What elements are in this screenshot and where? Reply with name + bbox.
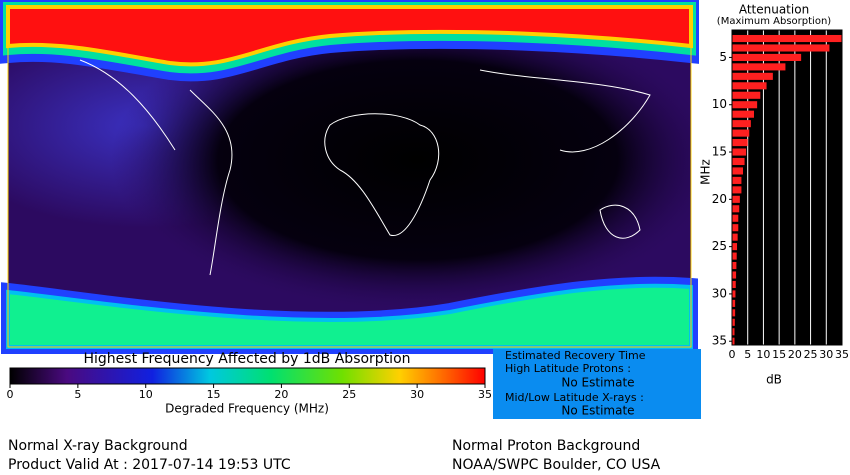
x-tick-label: 0 (729, 348, 736, 361)
bar (732, 82, 767, 90)
x-tick-label: 25 (804, 348, 818, 361)
bar (732, 53, 802, 61)
colorbar-tick-label: 5 (74, 388, 81, 401)
chart-subtitle: (Maximum Absorption) (717, 16, 831, 27)
y-axis-label: MHz (699, 159, 713, 185)
bar (732, 157, 745, 166)
colorbar-tick-label: 15 (207, 388, 221, 401)
bar (732, 337, 735, 345)
colorbar-tick-label: 30 (410, 388, 424, 401)
bar (732, 224, 739, 232)
colorbar-label: Degraded Frequency (MHz) (165, 402, 329, 416)
bar (732, 167, 743, 175)
y-tick-label: 25 (712, 239, 727, 253)
bar (732, 129, 750, 137)
bar (732, 63, 786, 71)
chart-title: Attenuation (739, 3, 809, 17)
y-tick-label: 5 (719, 50, 727, 64)
x-tick-label: 15 (772, 348, 786, 361)
colorbar-tick-label: 20 (274, 388, 288, 401)
footer-text: Product Valid At : 2017-07-14 19:53 UTC (8, 457, 291, 473)
bar (732, 309, 736, 317)
bar (732, 290, 736, 298)
bar (732, 176, 742, 184)
y-tick-label: 30 (712, 286, 727, 300)
footer-text: NOAA/SWPC Boulder, CO USA (452, 457, 661, 473)
bar (732, 280, 736, 289)
bar (732, 205, 740, 213)
bar (732, 44, 830, 52)
bar (732, 110, 754, 118)
info-value: No Estimate (561, 376, 634, 390)
colorbar-title: Highest Frequency Affected by 1dB Absorp… (83, 351, 410, 367)
bar (732, 243, 738, 251)
info-box-bg (493, 349, 701, 419)
bar (732, 233, 738, 241)
bar (732, 299, 736, 307)
colorbar-tick-label: 35 (478, 388, 492, 401)
bar (732, 91, 761, 99)
y-tick-label: 10 (712, 97, 727, 111)
x-tick-label: 5 (744, 348, 751, 361)
colorbar-tick-label: 10 (139, 388, 153, 401)
footer: Normal X-ray Background Product Valid At… (8, 438, 661, 473)
x-tick-label: 20 (788, 348, 802, 361)
bar (732, 72, 773, 80)
y-tick-label: 20 (712, 192, 727, 206)
info-label: Mid/Low Latitude X-rays : (505, 391, 644, 404)
bar (732, 34, 842, 43)
colorbar: Highest Frequency Affected by 1dB Absorp… (9, 351, 486, 416)
bar (732, 328, 735, 336)
bar (732, 195, 740, 203)
y-tick-label: 35 (712, 334, 727, 348)
colorbar-tick-label: 25 (342, 388, 356, 401)
map (0, 0, 699, 354)
info-label: High Latitude Protons : (505, 362, 631, 375)
info-box: Estimated Recovery Time High Latitude Pr… (493, 349, 701, 419)
footer-text: Normal X-ray Background (8, 438, 188, 454)
bar (732, 252, 737, 260)
plot-frame (731, 29, 843, 346)
attenuation-chart: Attenuation (Maximum Absorption) MHz dB (699, 3, 832, 387)
bar (732, 101, 758, 109)
bar (732, 318, 735, 326)
bar (732, 271, 737, 279)
bar (732, 139, 748, 147)
colorbar-tick-label: 0 (7, 388, 14, 401)
bar (732, 120, 751, 128)
bar (732, 214, 739, 222)
bar (732, 186, 742, 194)
x-tick-label: 10 (756, 348, 770, 361)
y-tick-label: 15 (712, 145, 727, 159)
x-axis-label: dB (766, 373, 782, 387)
info-title: Estimated Recovery Time (505, 349, 646, 362)
x-tick-label: 30 (819, 348, 833, 361)
colorbar-scale (9, 367, 486, 385)
bar (732, 261, 737, 270)
bar (732, 148, 747, 156)
footer-text: Normal Proton Background (452, 438, 640, 454)
info-value: No Estimate (561, 404, 634, 418)
x-tick-label: 35 (835, 348, 849, 361)
